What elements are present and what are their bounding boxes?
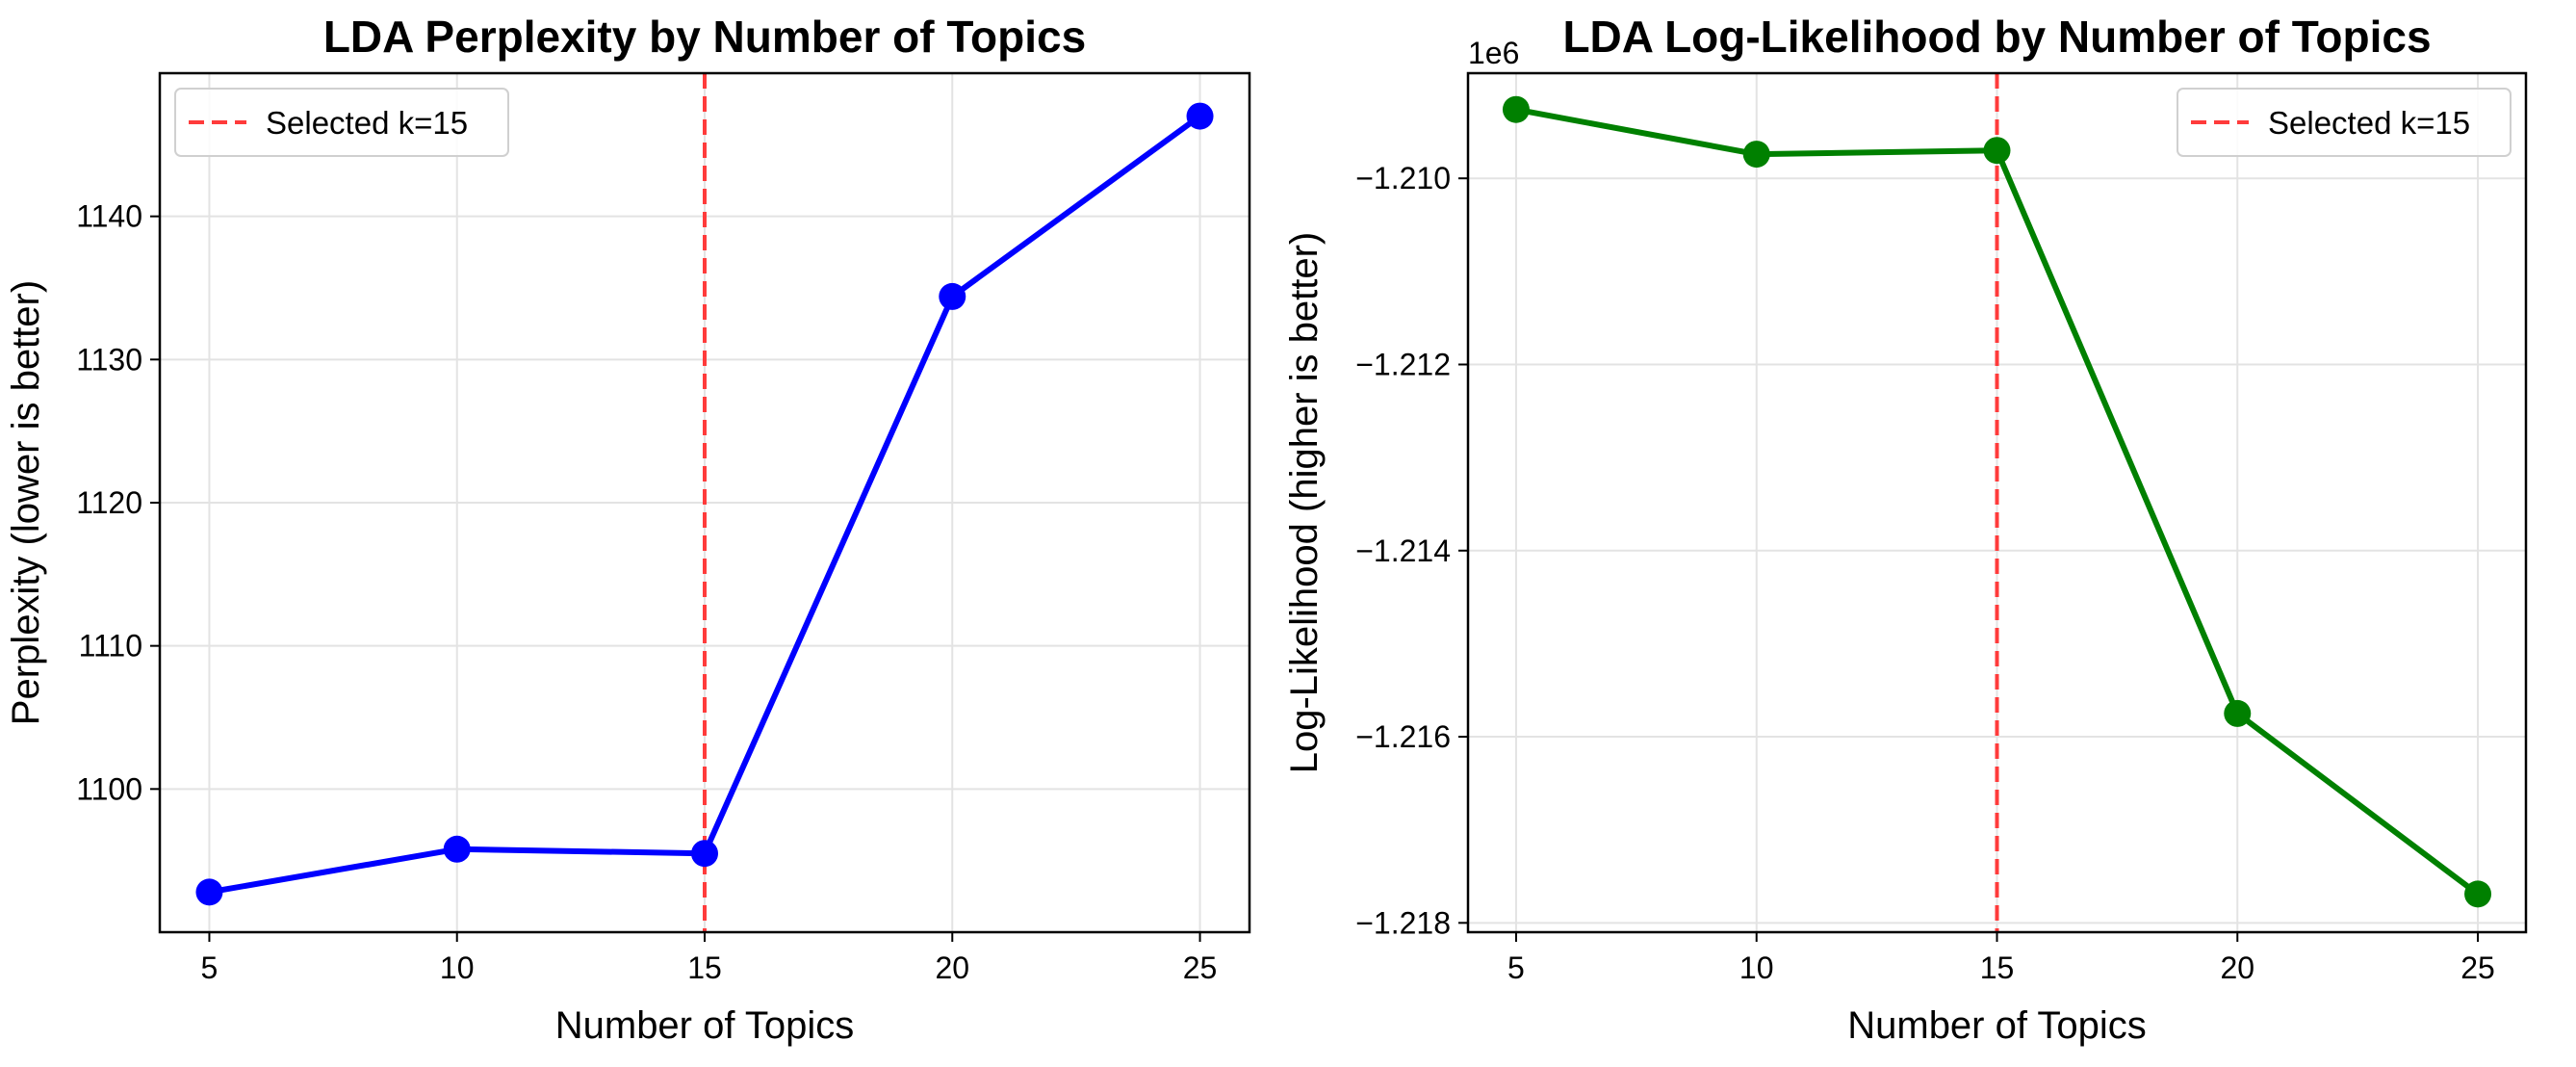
chart-title: LDA Log-Likelihood by Number of Topics (1562, 12, 2431, 62)
legend-box (2177, 88, 2512, 157)
x-tick-label: 20 (2220, 950, 2254, 985)
y-tick-label: 1110 (79, 629, 142, 664)
data-point (691, 840, 718, 868)
chart-panel-1: 5 10 15 20 25 1100 1110 1120 1130 1140 LDA Perplex… (5, 12, 1251, 1047)
y-tick-label: −1.216 (1355, 719, 1451, 754)
data-point (1502, 95, 1530, 123)
y-tick-label: −1.210 (1355, 161, 1451, 195)
chart-panel-2: 5 10 15 20 25 −1.210 −1.212 −1.214 −1.216 −1.218 L… (1283, 12, 2528, 1047)
chart-title: LDA Perplexity by Number of Topics (323, 12, 1086, 62)
legend: Selected k=15 (174, 88, 509, 157)
x-tick-label: 25 (2460, 950, 2495, 985)
y-axis-label: Perplexity (lower is better) (5, 280, 47, 725)
legend-label: Selected k=15 (266, 105, 468, 141)
y-tick-label: −1.212 (1355, 347, 1451, 381)
x-tick-label: 15 (687, 950, 722, 985)
x-tick-label: 25 (1183, 950, 1218, 985)
legend: Selected k=15 (2177, 88, 2512, 157)
x-tick-label: 10 (1739, 950, 1774, 985)
axes-frame (1466, 71, 2528, 934)
y-axis-label: Log-Likelihood (higher is better) (1283, 232, 1326, 774)
data-point (2464, 880, 2492, 908)
x-tick-label: 15 (1980, 950, 2015, 985)
data-point (1983, 137, 2011, 165)
data-point (939, 282, 966, 310)
x-axis-label: Number of Topics (555, 1004, 855, 1047)
x-tick-label: 20 (935, 950, 969, 985)
x-tick-label: 10 (440, 950, 475, 985)
legend-box (174, 88, 509, 157)
data-point (2224, 699, 2252, 727)
axes-frame (158, 71, 1251, 934)
y-offset-label: 1e6 (1468, 36, 1519, 70)
data-point (195, 878, 223, 906)
data-point (443, 835, 471, 863)
y-tick-label: 1100 (76, 771, 142, 806)
x-axis-label: Number of Topics (1847, 1004, 2147, 1047)
x-tick-label: 5 (1507, 950, 1525, 985)
legend-label: Selected k=15 (2268, 105, 2470, 141)
y-tick-label: 1120 (76, 485, 142, 520)
data-point (1186, 102, 1214, 130)
y-tick-label: −1.214 (1355, 534, 1451, 568)
y-tick-label: 1130 (76, 342, 142, 377)
data-point (1742, 141, 1770, 169)
y-tick-label: −1.218 (1355, 905, 1451, 940)
x-tick-label: 5 (201, 950, 219, 985)
y-tick-label: 1140 (76, 199, 142, 234)
